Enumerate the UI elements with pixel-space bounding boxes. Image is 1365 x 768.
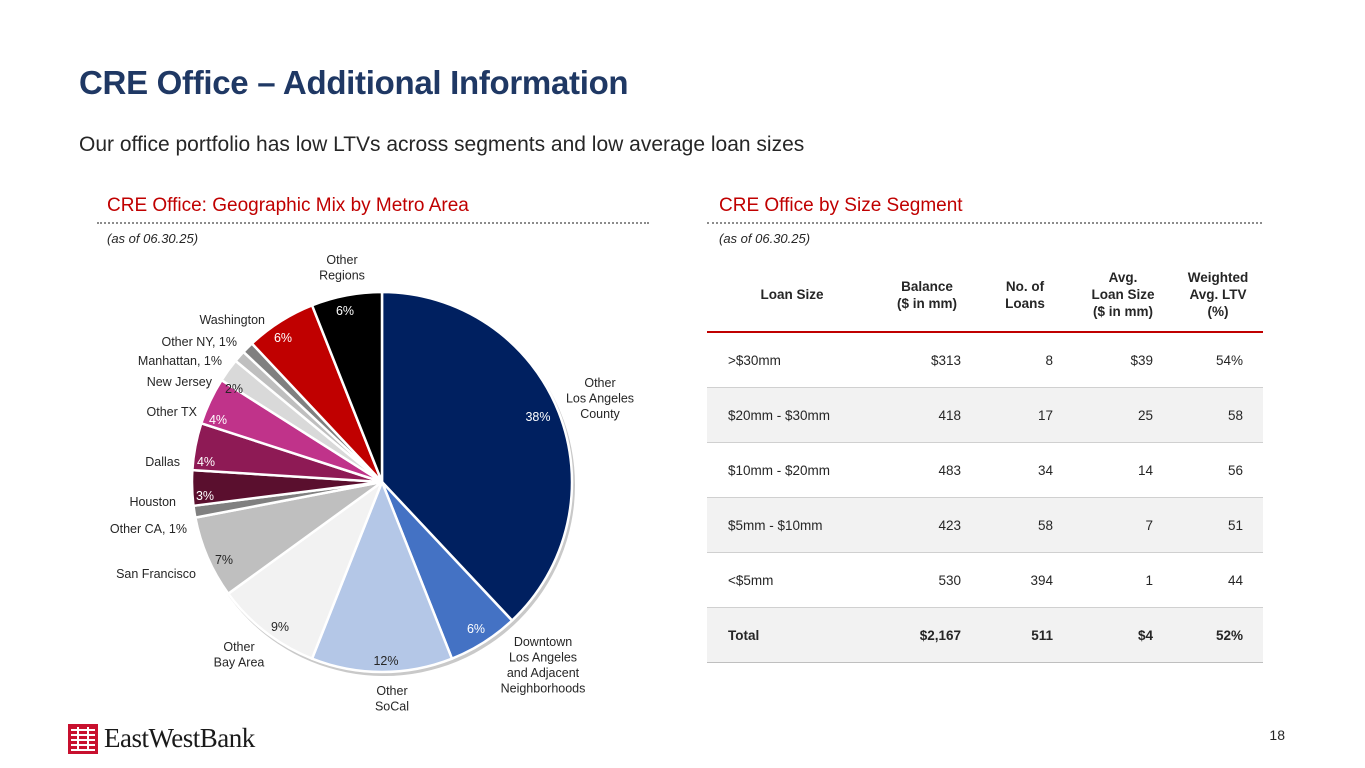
pie-percent-label: 12%	[373, 654, 398, 668]
table-total-row: Total $2,167 511 $4 52%	[707, 607, 1263, 663]
segment-as-of: (as of 06.30.25)	[719, 231, 811, 246]
pie-percent-label: 38%	[525, 410, 550, 424]
pie-category-label: Other Regions	[319, 253, 365, 283]
cell-balance: 530	[877, 552, 977, 608]
pie-percent-label: 4%	[197, 455, 215, 469]
pie-percent-label: 4%	[209, 413, 227, 427]
cell-balance: 483	[877, 442, 977, 498]
pie-category-label: Washington	[199, 313, 265, 327]
cell-loan-size: $5mm - $10mm	[707, 497, 877, 553]
geo-section-title: CRE Office: Geographic Mix by Metro Area	[107, 195, 469, 216]
cell-ltv: 44	[1173, 552, 1263, 608]
pie-percent-label: 6%	[467, 622, 485, 636]
cell-balance: 418	[877, 387, 977, 443]
cell-avg-size: 14	[1073, 442, 1173, 498]
pie-category-label: Other NY, 1%	[161, 335, 237, 349]
cell-num-loans: 34	[977, 442, 1073, 498]
cell-num-loans: 511	[977, 607, 1073, 663]
cell-ltv: 51	[1173, 497, 1263, 553]
pie-percent-label: 6%	[336, 304, 354, 318]
header-num-loans: No. of Loans	[977, 258, 1073, 333]
cell-balance: $313	[877, 332, 977, 388]
pie-category-label: Other CA, 1%	[110, 522, 187, 536]
geo-as-of: (as of 06.30.25)	[107, 231, 199, 246]
cell-avg-size: $4	[1073, 607, 1173, 663]
pie-slice	[227, 480, 384, 660]
cell-ltv: 54%	[1173, 332, 1263, 388]
cell-balance: 423	[877, 497, 977, 553]
cell-num-loans: 17	[977, 387, 1073, 443]
page-subtitle: Our office portfolio has low LTVs across…	[79, 133, 805, 156]
table-row: $20mm - $30mm 418 17 25 58	[707, 387, 1263, 443]
cell-avg-size: 1	[1073, 552, 1173, 608]
table-row: $5mm - $10mm 423 58 7 51	[707, 497, 1263, 553]
pie-category-label: Houston	[129, 495, 176, 509]
cell-loan-size: >$30mm	[707, 332, 877, 388]
cell-ltv: 56	[1173, 442, 1263, 498]
bank-logo: EastWestBank	[68, 723, 255, 754]
pie-category-label: Other Bay Area	[214, 640, 265, 670]
cell-avg-size: 7	[1073, 497, 1173, 553]
header-avg-loan-size: Avg. Loan Size ($ in mm)	[1073, 258, 1173, 333]
pie-percent-label: 2%	[225, 382, 243, 396]
pie-category-label: Downtown Los Angeles and Adjacent Neighborh…	[501, 635, 586, 696]
geo-pie-chart: Other Los Angeles County 38% Downtown Los Ang…	[110, 253, 634, 714]
header-loan-size: Loan Size	[707, 258, 877, 333]
header-balance: Balance ($ in mm)	[877, 258, 977, 333]
table-row: <$5mm 530 394 1 44	[707, 552, 1263, 608]
geo-divider	[97, 222, 649, 224]
pie-percent-label: 9%	[271, 620, 289, 634]
pie-slice	[380, 290, 574, 622]
header-weighted-ltv: Weighted Avg. LTV (%)	[1173, 258, 1263, 333]
pie-category-label: Dallas	[145, 455, 180, 469]
pie-category-label: Manhattan, 1%	[138, 354, 222, 368]
page-number: 18	[1269, 727, 1285, 743]
cell-loan-size: $10mm - $20mm	[707, 442, 877, 498]
page-title: CRE Office – Additional Information	[79, 64, 629, 101]
pie-slice	[310, 480, 454, 674]
size-segment-table: Loan Size Balance ($ in mm) No. of Loans A…	[707, 258, 1263, 663]
pie-category-label: San Francisco	[116, 567, 196, 581]
cell-ltv: 58	[1173, 387, 1263, 443]
cell-balance: $2,167	[877, 607, 977, 663]
cell-loan-size: $20mm - $30mm	[707, 387, 877, 443]
table-row: $10mm - $20mm 483 34 14 56	[707, 442, 1263, 498]
pie-category-label: Other TX	[147, 405, 198, 419]
pie-category-label: Other Los Angeles County	[566, 376, 634, 421]
pie-category-label: New Jersey	[147, 375, 213, 389]
cell-avg-size: 25	[1073, 387, 1173, 443]
cell-num-loans: 8	[977, 332, 1073, 388]
cell-loan-size: <$5mm	[707, 552, 877, 608]
cell-loan-size: Total	[707, 607, 877, 663]
pie-percent-label: 3%	[196, 489, 214, 503]
table-row: >$30mm $313 8 $39 54%	[707, 332, 1263, 388]
bank-logo-text: EastWestBank	[104, 723, 255, 753]
pie-percent-label: 7%	[215, 553, 233, 567]
cell-avg-size: $39	[1073, 332, 1173, 388]
table-header-row: Loan Size Balance ($ in mm) No. of Loans A…	[707, 258, 1263, 333]
cell-num-loans: 394	[977, 552, 1073, 608]
pie-slice	[310, 290, 384, 484]
cell-num-loans: 58	[977, 497, 1073, 553]
segment-divider	[707, 222, 1262, 224]
cell-ltv: 52%	[1173, 607, 1263, 663]
bank-logo-icon	[68, 723, 98, 754]
segment-section-title: CRE Office by Size Segment	[719, 195, 963, 216]
pie-percent-label: 6%	[274, 331, 292, 345]
pie-category-label: Other SoCal	[375, 684, 409, 714]
